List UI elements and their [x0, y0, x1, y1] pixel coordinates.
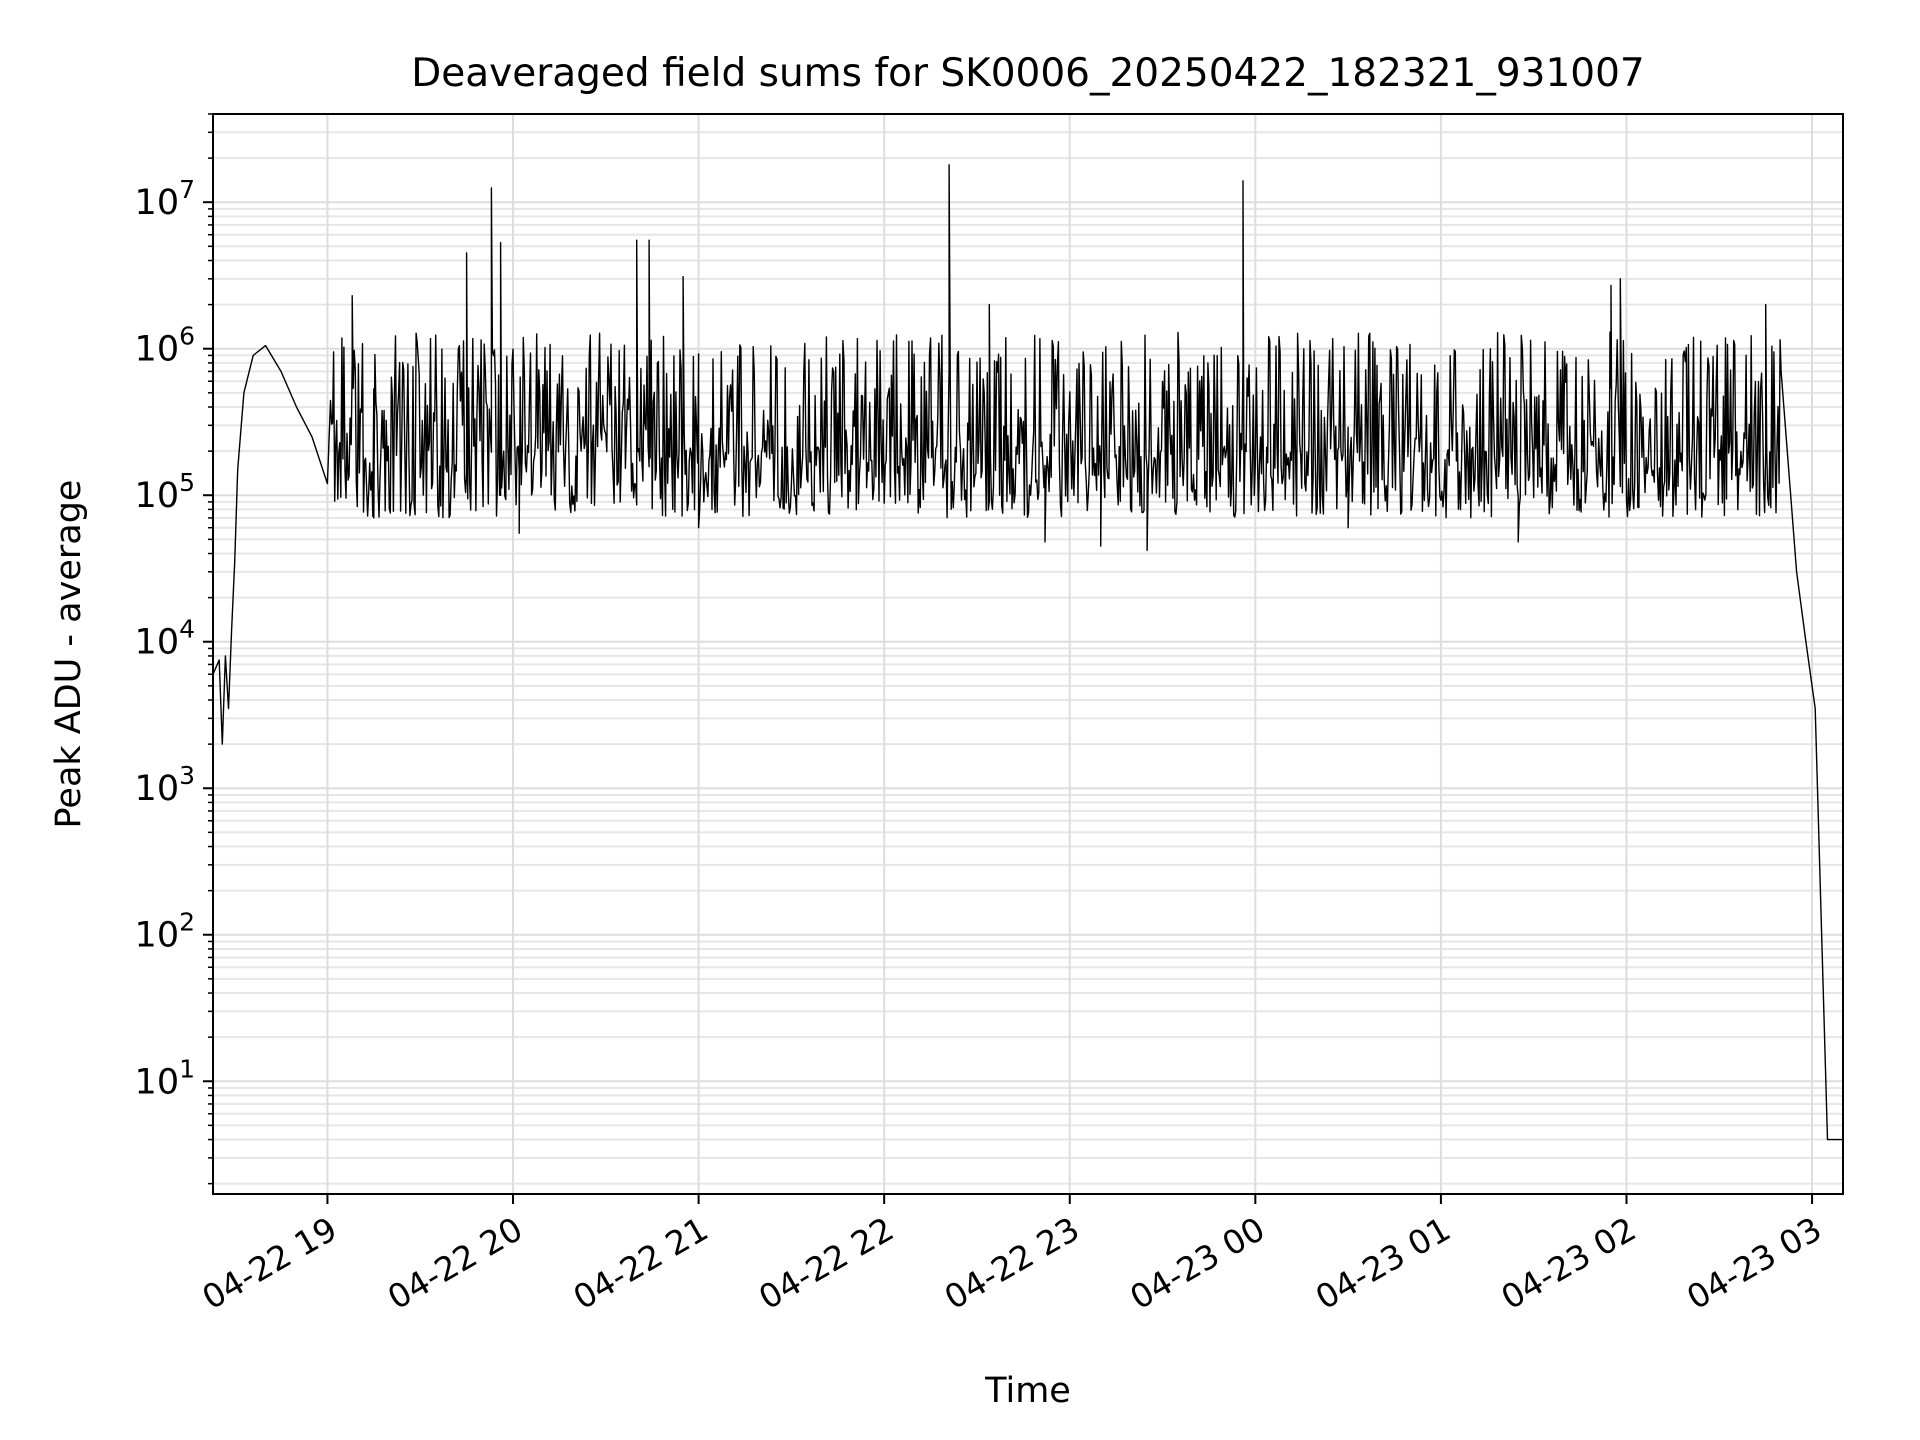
y-tick-label: 105 — [135, 468, 195, 516]
y-tick-label-base: 10 — [135, 623, 180, 663]
y-tick-label-exponent: 3 — [179, 761, 195, 790]
chart-title: Deaveraged field sums for SK0006_2025042… — [411, 51, 1645, 96]
y-tick-label-base: 10 — [135, 769, 180, 809]
y-tick-label-base: 10 — [135, 916, 180, 956]
y-tick-label-exponent: 5 — [179, 468, 195, 497]
y-tick-label: 107 — [135, 175, 195, 223]
y-tick-label-exponent: 1 — [179, 1054, 195, 1083]
y-tick-label-exponent: 4 — [179, 615, 195, 644]
series-layer — [212, 164, 1843, 1141]
y-tick-label: 103 — [135, 761, 195, 809]
y-tick-label-base: 10 — [135, 1062, 180, 1102]
y-tick-label-base: 10 — [135, 330, 180, 370]
y-tick-label-base: 10 — [135, 183, 180, 223]
y-tick-label-exponent: 7 — [179, 175, 195, 204]
grid — [213, 113, 1843, 1194]
x-axis-label: Time — [984, 1371, 1071, 1411]
series-line — [212, 164, 1843, 1141]
y-tick-label-exponent: 6 — [179, 322, 195, 351]
y-tick-label: 104 — [135, 615, 195, 663]
y-tick-label-base: 10 — [135, 476, 180, 516]
plot-frame — [212, 113, 1844, 1195]
y-tick-label: 106 — [135, 322, 195, 370]
y-tick-label-exponent: 2 — [179, 908, 195, 937]
y-tick-label: 102 — [135, 908, 195, 956]
y-axis-label: Peak ADU - average — [49, 480, 89, 829]
y-tick-label: 101 — [135, 1054, 195, 1102]
